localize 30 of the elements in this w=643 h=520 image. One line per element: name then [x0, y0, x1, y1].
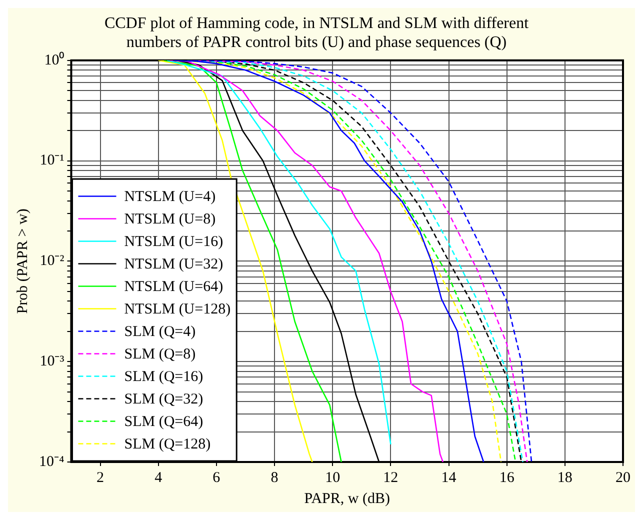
- x-tick-label: 20: [616, 470, 630, 486]
- legend-label: NTSLM (U=8): [124, 212, 216, 228]
- legend-label: SLM (Q=16): [124, 369, 204, 386]
- x-axis-title: PAPR, w (dB): [304, 490, 390, 507]
- legend-label: NTSLM (U=16): [124, 234, 224, 250]
- x-tick-label: 18: [557, 470, 572, 486]
- legend-label: NTSLM (U=64): [124, 279, 224, 296]
- y-tick-label: 10⁻³: [40, 354, 65, 370]
- y-tick-label: 10⁻⁴: [38, 454, 64, 470]
- legend-label: SLM (Q=64): [124, 414, 204, 430]
- y-tick-label: 10⁻²: [40, 253, 65, 270]
- y-tick-label: 10⁻¹: [40, 152, 64, 169]
- legend-label: NTSLM (U=32): [124, 256, 224, 273]
- x-tick-label: 16: [499, 470, 515, 486]
- x-tick-label: 2: [96, 470, 104, 486]
- y-axis-title: Prob (PAPR > w): [14, 208, 31, 314]
- y-tick-label: 10⁰: [44, 51, 64, 68]
- x-tick-label: 8: [270, 470, 278, 486]
- legend-label: SLM (Q=32): [124, 392, 204, 408]
- legend-label: NTSLM (U=4): [124, 189, 216, 206]
- chart-title: CCDF plot of Hamming code, in NTSLM and SLM with different numbers of PAPR control bits (U) and phase sequences (Q): [104, 14, 530, 52]
- x-tick-label: 6: [212, 470, 221, 486]
- x-tick-label: 10: [325, 470, 340, 486]
- x-tick-label: 14: [441, 470, 457, 486]
- x-tick-label: 12: [383, 470, 398, 486]
- legend-label: NTSLM (U=128): [124, 302, 231, 318]
- legend-label: SLM (Q=4): [124, 324, 196, 340]
- x-tick-label: 4: [154, 470, 163, 486]
- legend-label: SLM (Q=8): [124, 346, 196, 363]
- legend-label: SLM (Q=128): [124, 436, 211, 453]
